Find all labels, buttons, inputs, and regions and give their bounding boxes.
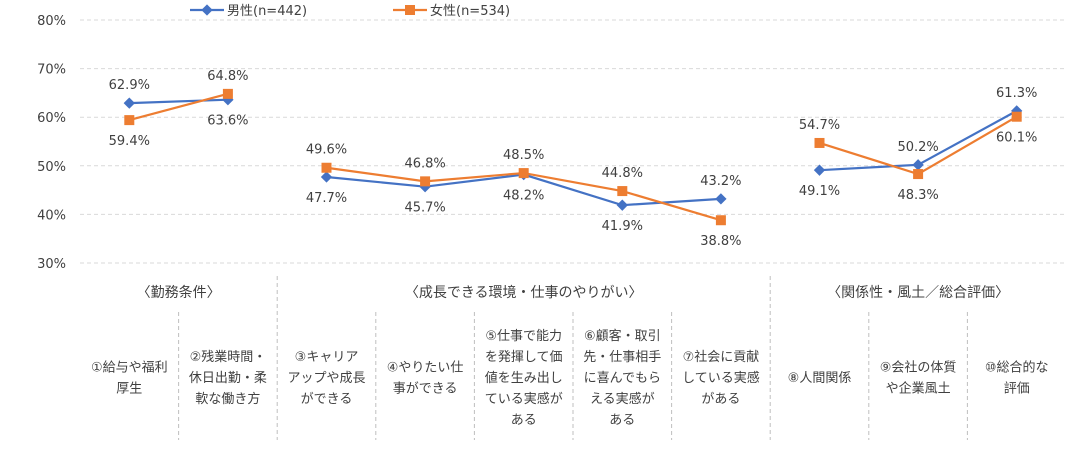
category-label: や企業風土 — [886, 381, 951, 397]
male-data-point — [715, 193, 727, 205]
female-data-label: 38.8% — [700, 234, 741, 249]
category-label: ⑦社会に貢献 — [683, 349, 760, 365]
category-label: ⑥顧客・取引 — [584, 328, 661, 344]
category-label: ⑧人間関係 — [788, 371, 852, 386]
legend-female-label: 女性(n=534) — [430, 3, 510, 19]
category-label: ができる — [301, 392, 353, 407]
female-data-point — [222, 88, 233, 99]
male-data-label: 62.9% — [109, 78, 150, 93]
legend-female-marker — [405, 5, 415, 15]
category-label: ある — [609, 413, 635, 428]
female-data-point — [814, 137, 825, 148]
y-tick-label: 30% — [37, 257, 66, 272]
legend-male-marker — [201, 4, 213, 16]
male-data-label: 43.2% — [700, 174, 741, 189]
male-data-point — [616, 199, 628, 211]
male-data-label: 47.7% — [306, 191, 347, 206]
category-label: ②残業時間・ — [190, 349, 267, 365]
female-series-line — [129, 92, 229, 122]
female-data-label: 54.7% — [799, 118, 840, 133]
female-data-label: 49.6% — [306, 143, 347, 158]
category-label: ①給与や福利 — [91, 361, 168, 376]
female-data-label: 46.8% — [404, 156, 445, 171]
category-label: 評価 — [1004, 382, 1030, 397]
female-data-label: 48.3% — [897, 188, 938, 203]
category-label: ている実感が — [485, 391, 563, 407]
female-data-point — [518, 168, 529, 179]
category-label: 軟な働き方 — [195, 391, 260, 407]
category-label: 厚生 — [116, 382, 142, 397]
female-data-label: 48.5% — [503, 148, 544, 163]
female-data-point — [1011, 111, 1022, 122]
male-data-point — [320, 171, 333, 183]
male-data-label: 61.3% — [996, 86, 1037, 101]
category-label: 事ができる — [393, 382, 458, 397]
male-data-point — [912, 159, 924, 171]
category-label: がある — [701, 392, 740, 407]
female-data-label: 59.4% — [109, 134, 150, 149]
category-label: ある — [511, 413, 537, 428]
male-data-label: 45.7% — [404, 201, 445, 216]
category-label: 値を生み出し — [485, 370, 563, 386]
category-label: ⑨会社の体質 — [880, 360, 957, 376]
male-data-point — [813, 164, 826, 176]
y-tick-label: 70% — [37, 63, 66, 78]
category-label: アップや成長 — [287, 371, 365, 386]
y-tick-label: 60% — [37, 111, 66, 126]
category-label: している実感 — [682, 370, 760, 386]
category-label: ③キャリア — [295, 350, 359, 365]
category-label: ⑤仕事で能力 — [485, 329, 562, 344]
female-data-point — [913, 169, 924, 180]
group-label: 〈成長できる環境・仕事のやりがい〉 — [405, 285, 643, 301]
female-data-point — [420, 176, 431, 187]
category-label: える実感が — [590, 391, 655, 407]
female-data-label: 64.8% — [207, 69, 248, 84]
legend-male-label: 男性(n=442) — [227, 4, 307, 19]
male-data-label: 50.2% — [897, 140, 938, 155]
female-data-point — [715, 215, 726, 226]
female-data-point — [617, 186, 628, 197]
female-data-point — [124, 115, 135, 126]
male-series-line — [129, 98, 228, 105]
group-label: 〈関係性・風土／総合評価〉 — [827, 285, 1009, 301]
female-data-point — [321, 162, 332, 173]
category-label: ⑩総合的な — [985, 360, 1049, 376]
group-label: 〈勤務条件〉 — [137, 284, 221, 301]
y-tick-label: 50% — [37, 160, 66, 175]
category-label: に喜んでもら — [584, 371, 661, 386]
male-data-label: 49.1% — [799, 184, 840, 199]
category-label: 先・仕事相手 — [583, 350, 661, 365]
category-label: ④やりたい仕 — [387, 361, 464, 376]
y-tick-label: 80% — [37, 14, 66, 29]
male-data-label: 48.2% — [503, 189, 544, 204]
category-label: を発揮して価 — [485, 350, 563, 365]
male-data-label: 63.6% — [207, 114, 248, 129]
category-label: 休日出勤・柔 — [189, 371, 267, 386]
female-data-label: 44.8% — [602, 166, 643, 181]
y-tick-label: 40% — [37, 208, 66, 223]
male-data-label: 41.9% — [602, 219, 643, 234]
male-data-point — [123, 97, 135, 109]
female-data-label: 60.1% — [996, 131, 1037, 146]
